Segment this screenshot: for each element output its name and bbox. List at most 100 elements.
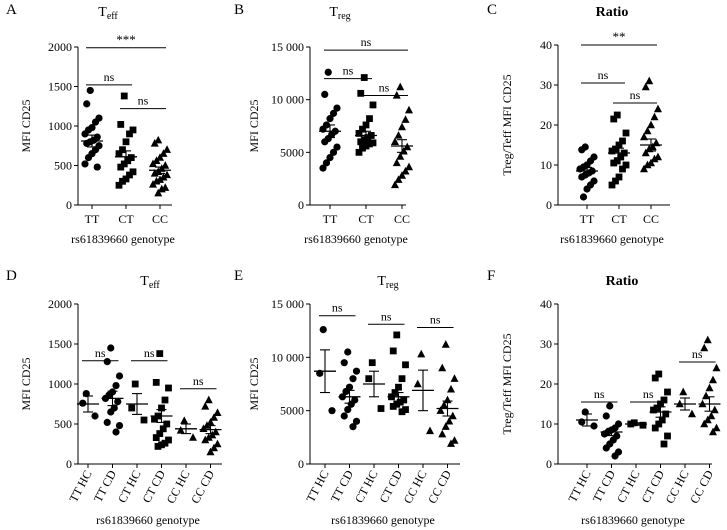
group-tt [576,143,598,201]
panel-letter: E [234,268,243,284]
data-point [159,149,168,157]
data-point [150,138,159,147]
y-tick-label: 1500 [48,80,72,94]
data-point [352,417,361,425]
panel-title: Ratio [596,5,629,20]
data-point [369,139,377,147]
data-point [319,164,327,172]
y-tick-label: 30 [540,78,552,92]
data-point [359,144,366,152]
data-point [402,361,409,369]
panel-title: Teff [140,274,160,291]
data-point [655,420,663,428]
y-tick-label: 2000 [48,40,72,54]
data-point [440,400,448,409]
data-point [213,408,222,416]
data-point [377,405,385,412]
data-point [158,441,165,449]
data-point [91,118,100,126]
panel-title: Teff [98,5,118,22]
data-point [81,160,89,168]
panel-title-subscript: eff [107,11,119,22]
panel-letter: F [487,268,495,284]
data-point [590,422,598,430]
data-point [201,435,210,444]
significance-label: ns [430,312,441,326]
x-tick-label: TT [580,212,595,226]
data-point [664,432,671,440]
data-point [210,443,218,452]
data-point [321,138,329,146]
data-point [362,142,370,150]
group-cc [640,76,662,173]
group-ct [608,111,630,189]
data-point [115,372,124,380]
y-tick-label: 5000 [280,145,304,159]
data-point [622,129,630,137]
data-point [391,180,399,189]
data-point [344,348,352,356]
data-point [213,439,222,448]
y-tick-label: 5000 [280,404,304,418]
data-point [83,100,91,108]
data-point [639,421,647,429]
data-point [122,138,130,146]
data-point [651,374,659,382]
significance-label: ns [332,301,343,315]
data-point [206,447,215,456]
data-point [152,434,160,441]
data-point [161,439,169,447]
data-point [612,145,619,153]
data-point [448,411,457,420]
y-tick-label: 0 [298,457,304,471]
data-point [115,181,123,189]
data-point [93,163,101,171]
data-point [579,193,588,201]
data-point [154,135,163,144]
significance-label: ns [594,387,605,401]
group-ct-hc [126,380,148,424]
data-point [617,153,625,161]
data-point [349,423,357,431]
data-point [608,147,616,155]
data-point [650,406,657,414]
panel-letter: D [6,268,17,284]
group-ct [355,74,377,156]
x-tick-label: TT HC [565,468,593,505]
data-point [357,89,365,97]
data-point [359,125,366,133]
significance-label: ns [692,347,703,361]
data-point [389,347,397,355]
data-point [398,171,406,179]
panel-letter: C [487,2,497,18]
panel-letter: A [6,2,17,18]
data-point [707,411,716,420]
x-tick-label: CC CD [188,468,217,506]
data-point [640,132,648,141]
data-point [189,433,197,441]
data-point [151,415,158,423]
group-tt [81,86,103,171]
data-point [396,152,405,160]
data-point [340,412,348,420]
data-point [610,159,618,167]
data-point [342,387,350,396]
data-point [650,112,659,121]
data-point [156,153,164,161]
data-point [401,115,410,123]
data-point [126,171,133,179]
y-tick-label: 40 [540,38,552,52]
data-point [578,146,586,154]
data-point [447,439,455,447]
data-point [583,185,591,193]
y-tick-label: 20 [540,118,552,132]
data-point [324,68,332,76]
data-point [150,169,159,177]
y-tick-label: 1000 [48,119,72,133]
y-tick-label: 0 [66,457,72,471]
y-tick-label: 0 [298,198,304,212]
data-point [165,436,172,444]
data-point [712,363,721,372]
y-tick-label: 500 [54,417,72,431]
